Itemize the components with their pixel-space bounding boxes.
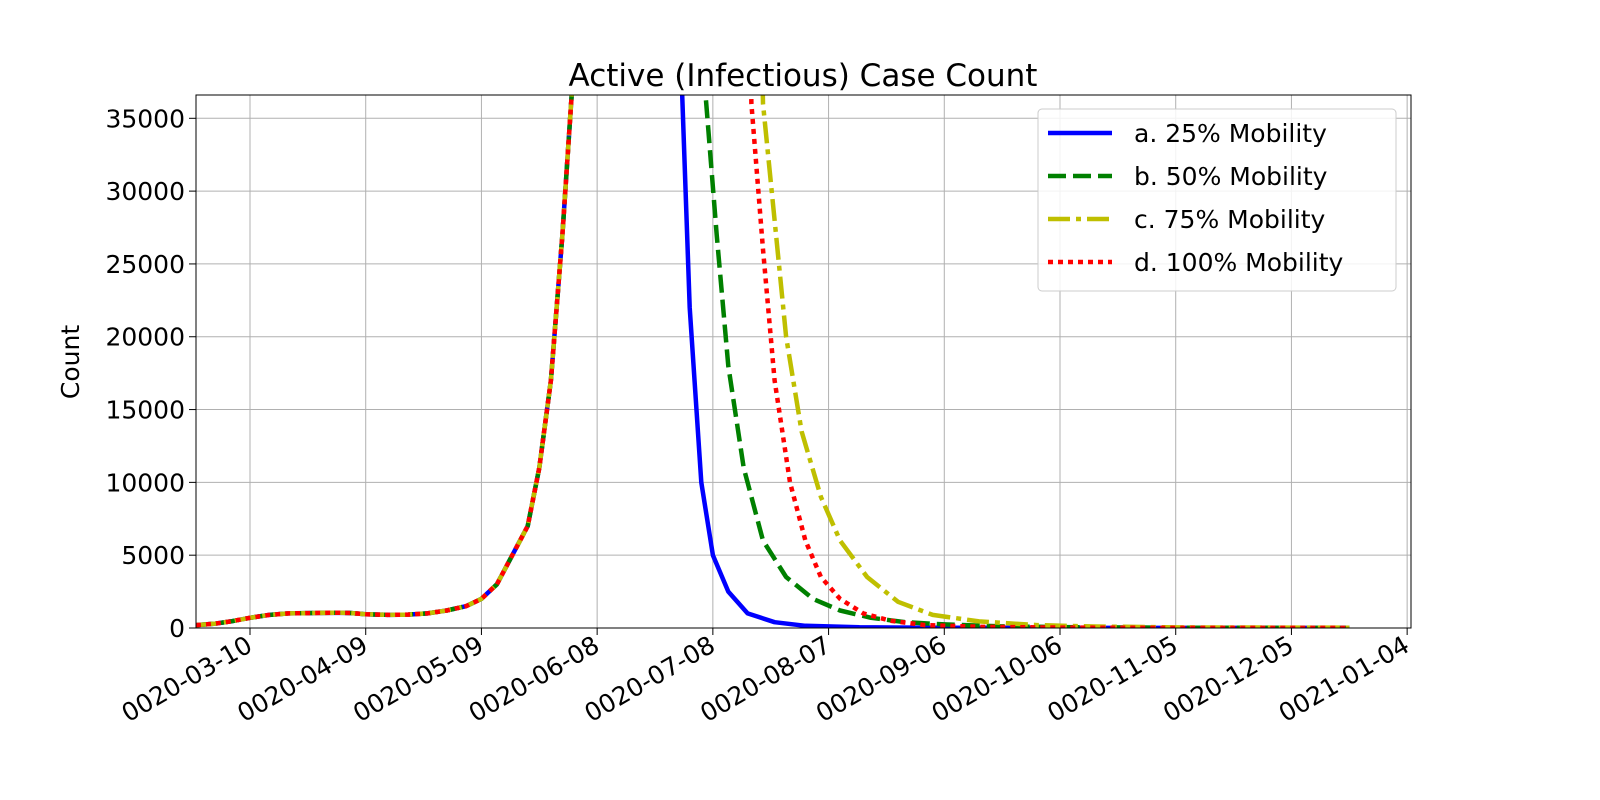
x-tick-label: 0020-04-09 (232, 630, 372, 728)
x-tick-label: 0020-11-05 (1042, 630, 1182, 728)
legend: a. 25% Mobility b. 50% Mobility c. 75% Mob… (1037, 108, 1397, 292)
legend-label-2: b. 50% Mobility (1134, 162, 1328, 191)
y-tick-label: 10000 (105, 468, 185, 497)
y-axis: 0 5000 10000 15000 20000 25000 30000 35000 (105, 104, 196, 643)
y-tick-label: 35000 (105, 104, 185, 133)
x-tick-label: 0021-01-04 (1274, 630, 1414, 728)
x-tick-label: 0020-06-08 (464, 630, 604, 728)
y-axis-label: Count (56, 325, 85, 399)
y-tick-label: 5000 (121, 541, 185, 570)
plot-frame (195, 94, 1412, 629)
series-line-2 (196, 95, 1350, 628)
x-tick-label: 0020-05-09 (348, 630, 488, 728)
series-line-3 (196, 95, 1350, 628)
series-layer (196, 95, 1350, 628)
y-tick-label: 15000 (105, 396, 185, 425)
y-tick-label: 30000 (105, 177, 185, 206)
x-tick-label: 0020-07-08 (580, 630, 720, 728)
x-tick-label: 0020-09-06 (811, 630, 951, 728)
series-line-1 (196, 95, 1350, 628)
y-tick-label: 20000 (105, 323, 185, 352)
x-tick-label: 0020-03-10 (117, 630, 257, 728)
grid (196, 95, 1411, 629)
series-line-4 (196, 95, 1350, 628)
legend-label-4: d. 100% Mobility (1134, 248, 1344, 277)
x-tick-label: 0020-08-07 (695, 630, 835, 728)
legend-frame (1037, 108, 1397, 292)
y-tick-label: 0 (169, 614, 185, 643)
y-tick-label: 25000 (105, 250, 185, 279)
chart-title: Active (Infectious) Case Count (569, 58, 1038, 94)
x-tick-label: 0020-10-06 (927, 630, 1067, 728)
legend-label-1: a. 25% Mobility (1134, 119, 1327, 148)
series-group (196, 95, 1350, 628)
x-tick-label: 0020-12-05 (1158, 630, 1298, 728)
legend-label-3: c. 75% Mobility (1134, 205, 1326, 234)
x-axis: 0020-03-100020-04-090020-05-090020-06-08… (117, 628, 1414, 728)
